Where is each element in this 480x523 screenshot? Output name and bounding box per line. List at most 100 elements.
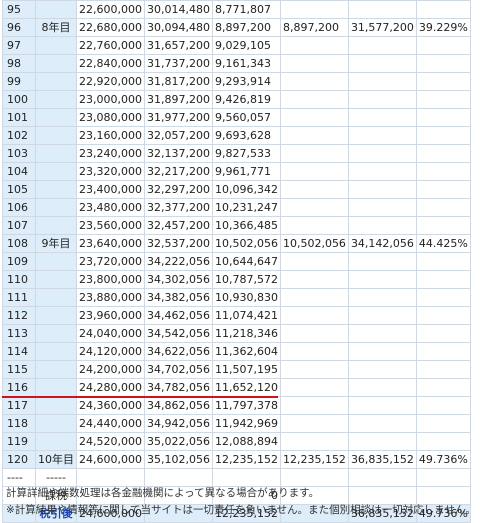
cell-year — [35, 54, 77, 73]
cell-year — [35, 0, 77, 19]
cell-b: 32,377,200 — [143, 198, 213, 217]
highlight-underline — [2, 395, 278, 398]
cell-a: 23,080,000 — [76, 108, 145, 127]
cell-f: 44.425% — [415, 234, 471, 253]
cell-year: 9年目 — [35, 234, 77, 253]
cell-c: 11,218,346 — [211, 324, 281, 343]
cell-b: 32,217,200 — [143, 162, 213, 181]
cell-a: 23,720,000 — [76, 252, 145, 271]
cell-f — [415, 378, 471, 397]
cell-year — [35, 72, 77, 91]
cell-year — [35, 288, 77, 307]
cell-f — [415, 0, 471, 19]
cell-b: 32,297,200 — [143, 180, 213, 199]
table-row: 115 24,200,000 34,702,056 11,507,195 — [2, 360, 471, 379]
cell-a: 24,040,000 — [76, 324, 145, 343]
separator-year: ----- — [35, 468, 77, 487]
cell-year — [35, 180, 77, 199]
cell-e — [347, 198, 417, 217]
cell-b: 34,702,056 — [143, 360, 213, 379]
cell-b: 35,102,056 — [143, 450, 213, 469]
cell-d — [279, 108, 349, 127]
cell-e — [347, 342, 417, 361]
cell-f: 39.229% — [415, 18, 471, 37]
cell-no: 101 — [2, 108, 36, 127]
cell-c: 11,797,378 — [211, 396, 281, 415]
cell-d — [279, 0, 349, 19]
cell-no: 105 — [2, 180, 36, 199]
cell-no: 102 — [2, 126, 36, 145]
cell-e — [347, 252, 417, 271]
cell-no: 115 — [2, 360, 36, 379]
cell-d — [279, 324, 349, 343]
cell-c: 10,366,485 — [211, 216, 281, 235]
table-row: 111 23,880,000 34,382,056 10,930,830 — [2, 288, 471, 307]
cell-no: 103 — [2, 144, 36, 163]
cell-f — [415, 396, 471, 415]
cell-e — [347, 288, 417, 307]
cell-e — [347, 144, 417, 163]
cell-e — [347, 306, 417, 325]
cell-year — [35, 378, 77, 397]
cell-e — [347, 36, 417, 55]
cell-e — [347, 432, 417, 451]
cell-year — [35, 324, 77, 343]
cell-d — [279, 54, 349, 73]
cell-c: 10,231,247 — [211, 198, 281, 217]
cell-d — [279, 342, 349, 361]
cell-f — [415, 324, 471, 343]
cell-no: 114 — [2, 342, 36, 361]
table-row: 100 23,000,000 31,897,200 9,426,819 — [2, 90, 471, 109]
table-row: 98 22,840,000 31,737,200 9,161,343 — [2, 54, 471, 73]
cell-year — [35, 90, 77, 109]
cell-year — [35, 432, 77, 451]
cell-c: 9,827,533 — [211, 144, 281, 163]
cell-e — [347, 324, 417, 343]
tax-row: 課税 0 — [2, 486, 471, 505]
cell-e — [347, 54, 417, 73]
cell-c: 11,074,421 — [211, 306, 281, 325]
table-row: 116 24,280,000 34,782,056 11,652,120 — [2, 378, 471, 397]
table-row: 107 23,560,000 32,457,200 10,366,485 — [2, 216, 471, 235]
table-row: 99 22,920,000 31,817,200 9,293,914 — [2, 72, 471, 91]
cell-a: 22,840,000 — [76, 54, 145, 73]
cell-f — [415, 198, 471, 217]
cell-c: 9,961,771 — [211, 162, 281, 181]
cell-b: 34,382,056 — [143, 288, 213, 307]
table-row: 117 24,360,000 34,862,056 11,797,378 — [2, 396, 471, 415]
cell-e — [347, 378, 417, 397]
cell-a: 24,120,000 — [76, 342, 145, 361]
cell-f — [415, 252, 471, 271]
cell-e — [347, 270, 417, 289]
cell-f — [415, 36, 471, 55]
table-row: 102 23,160,000 32,057,200 9,693,628 — [2, 126, 471, 145]
cell-b: 30,014,480 — [143, 0, 213, 19]
cell-b: 30,094,480 — [143, 18, 213, 37]
cell-b: 31,657,200 — [143, 36, 213, 55]
cell-f — [415, 288, 471, 307]
cell-e — [347, 72, 417, 91]
table-row: 96 8年目 22,680,000 30,094,480 8,897,200 8,897,… — [2, 18, 471, 37]
table-row: 110 23,800,000 34,302,056 10,787,572 — [2, 270, 471, 289]
cell-e: 34,142,056 — [347, 234, 417, 253]
cell-d — [279, 432, 349, 451]
separator-no: ---- — [2, 468, 36, 487]
cell-no: 98 — [2, 54, 36, 73]
table-row: 104 23,320,000 32,217,200 9,961,771 — [2, 162, 471, 181]
cell-b: 34,462,056 — [143, 306, 213, 325]
cell-c: 8,897,200 — [211, 18, 281, 37]
note-disclaimer: ※計算結果や情報等に関して当サイトは一切責任を負いません。また個別相談は一切対応… — [6, 504, 476, 516]
cell-b: 34,782,056 — [143, 378, 213, 397]
cell-c: 11,652,120 — [211, 378, 281, 397]
cell-b: 32,457,200 — [143, 216, 213, 235]
cell-a: 22,680,000 — [76, 18, 145, 37]
cell-b: 32,137,200 — [143, 144, 213, 163]
separator-row: ---- ----- — [2, 468, 471, 487]
after-tax-label: 税引後 — [35, 504, 77, 523]
cell-c: 10,096,342 — [211, 180, 281, 199]
cell-e — [347, 108, 417, 127]
cell-b: 34,542,056 — [143, 324, 213, 343]
cell-b: 34,942,056 — [143, 414, 213, 433]
cell-b: 32,537,200 — [143, 234, 213, 253]
cell-a: 24,520,000 — [76, 432, 145, 451]
